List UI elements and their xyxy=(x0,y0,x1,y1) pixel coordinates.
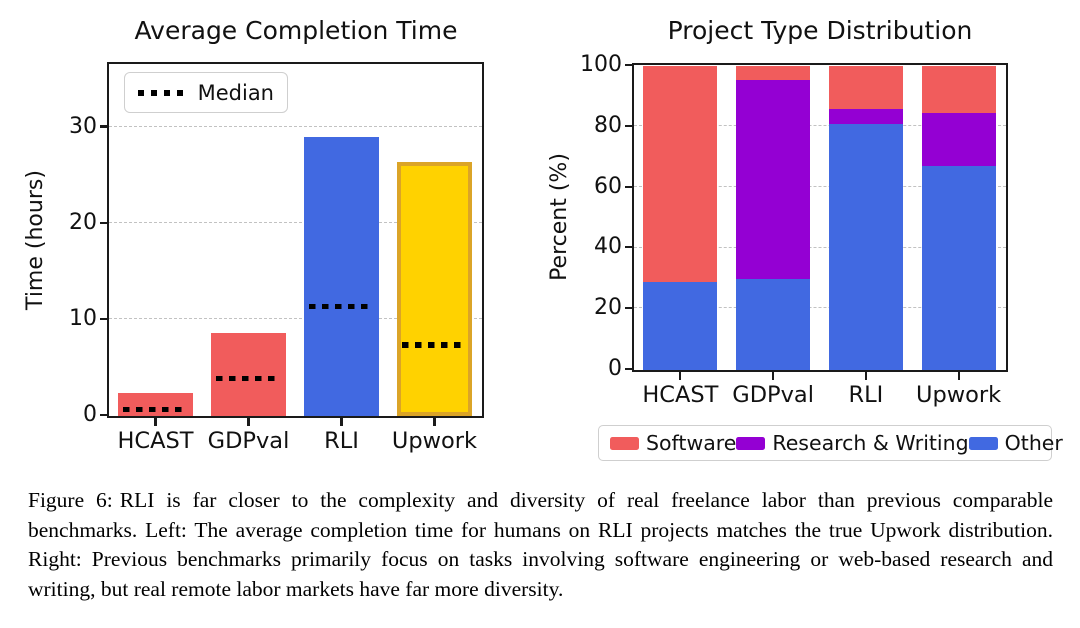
segment-other-upwork xyxy=(921,166,996,370)
y-tick-label: 0 xyxy=(83,402,97,427)
x-category-label: RLI xyxy=(848,382,884,408)
segment-software-rli xyxy=(828,66,903,109)
figure-caption-text: RLI is far closer to the complexity and … xyxy=(28,488,1054,601)
y-tick-mark xyxy=(625,124,634,127)
segment-research-writing-rli xyxy=(828,108,903,124)
x-category-label: Upwork xyxy=(391,428,478,454)
y-gridline xyxy=(634,307,1006,309)
left-plot-area: Median 0 10 20 30 xyxy=(69,62,484,427)
x-tick-mark xyxy=(340,418,343,426)
x-category-label: HCAST xyxy=(117,428,194,454)
segment-software-upwork xyxy=(921,66,996,114)
y-tick-mark xyxy=(625,185,634,188)
right-chart-title: Project Type Distribution xyxy=(667,16,973,45)
y-tick-mark xyxy=(100,221,109,224)
x-tick-mark xyxy=(154,418,157,426)
y-tick-mark xyxy=(625,307,634,310)
y-tick-label: 100 xyxy=(580,52,622,77)
y-gridline xyxy=(109,318,482,320)
median-legend: Median xyxy=(124,72,288,113)
x-tick-mark xyxy=(679,372,682,380)
segment-software-gdpval xyxy=(736,66,811,80)
bar-rli xyxy=(304,137,379,416)
segment-research-writing-upwork xyxy=(921,113,996,167)
y-tick-mark xyxy=(100,413,109,417)
project-type-legend: Software Research & Writing Other xyxy=(598,425,1063,461)
legend-item-label: Other xyxy=(1004,431,1063,455)
y-tick-label: 10 xyxy=(69,305,97,331)
y-tick-label: 60 xyxy=(594,173,622,199)
legend-item-software: Software xyxy=(610,431,736,455)
y-tick-mark xyxy=(625,246,634,249)
segment-research-writing-gdpval xyxy=(736,79,811,279)
right-plot-area: 0 20 40 60 80 100 xyxy=(580,52,1008,381)
y-tick-mark xyxy=(100,317,109,320)
legend-swatch-icon xyxy=(968,436,998,450)
bar-upwork xyxy=(397,162,472,416)
segment-other-gdpval xyxy=(736,278,811,370)
segment-other-hcast xyxy=(643,281,718,370)
bar-hcast xyxy=(118,392,193,416)
x-tick-mark xyxy=(864,372,867,380)
y-tick-mark xyxy=(625,63,634,67)
y-tick-label: 0 xyxy=(608,356,622,381)
legend-item-other: Other xyxy=(968,431,1063,455)
y-gridline xyxy=(634,185,1006,187)
y-tick-label: 20 xyxy=(594,295,622,321)
dotted-line-icon xyxy=(138,89,183,96)
x-category-label: RLI xyxy=(324,428,359,454)
legend-swatch-icon xyxy=(610,436,639,450)
x-tick-mark xyxy=(247,418,250,426)
x-category-label: GDPval xyxy=(207,428,290,454)
legend-item-research-writing: Research & Writing xyxy=(736,431,969,455)
legend-item-label: Research & Writing xyxy=(772,431,969,455)
y-gridline xyxy=(634,125,1006,126)
figure-caption: Figure 6: RLI is far closer to the comple… xyxy=(28,486,1053,604)
x-tick-mark xyxy=(772,372,775,380)
legend-swatch-icon xyxy=(736,436,766,450)
y-tick-label: 30 xyxy=(69,113,97,139)
y-gridline xyxy=(109,221,482,223)
x-tick-mark xyxy=(957,372,960,380)
segment-software-hcast xyxy=(643,66,718,282)
bar-gdpval xyxy=(211,333,286,416)
segment-other-rli xyxy=(828,123,903,370)
y-tick-mark xyxy=(625,367,634,371)
y-gridline xyxy=(634,246,1006,248)
median-line-hcast xyxy=(123,406,188,413)
y-tick-label: 40 xyxy=(594,234,622,260)
left-chart-title: Average Completion Time xyxy=(134,16,458,45)
y-tick-label: 80 xyxy=(594,112,622,138)
median-line-rli xyxy=(309,303,374,310)
legend-item-label: Software xyxy=(646,431,737,455)
y-tick-label: 20 xyxy=(69,209,97,235)
x-category-label: GDPval xyxy=(732,382,814,408)
median-line-upwork xyxy=(402,342,467,348)
median-legend-label: Median xyxy=(197,80,274,105)
median-line-gdpval xyxy=(216,375,281,382)
figure-caption-label: Figure 6: xyxy=(28,488,113,512)
x-category-label: HCAST xyxy=(642,382,719,408)
x-category-label: Upwork xyxy=(916,382,1002,408)
y-tick-mark xyxy=(100,125,109,128)
x-tick-mark xyxy=(433,418,436,426)
y-gridline xyxy=(109,125,482,127)
